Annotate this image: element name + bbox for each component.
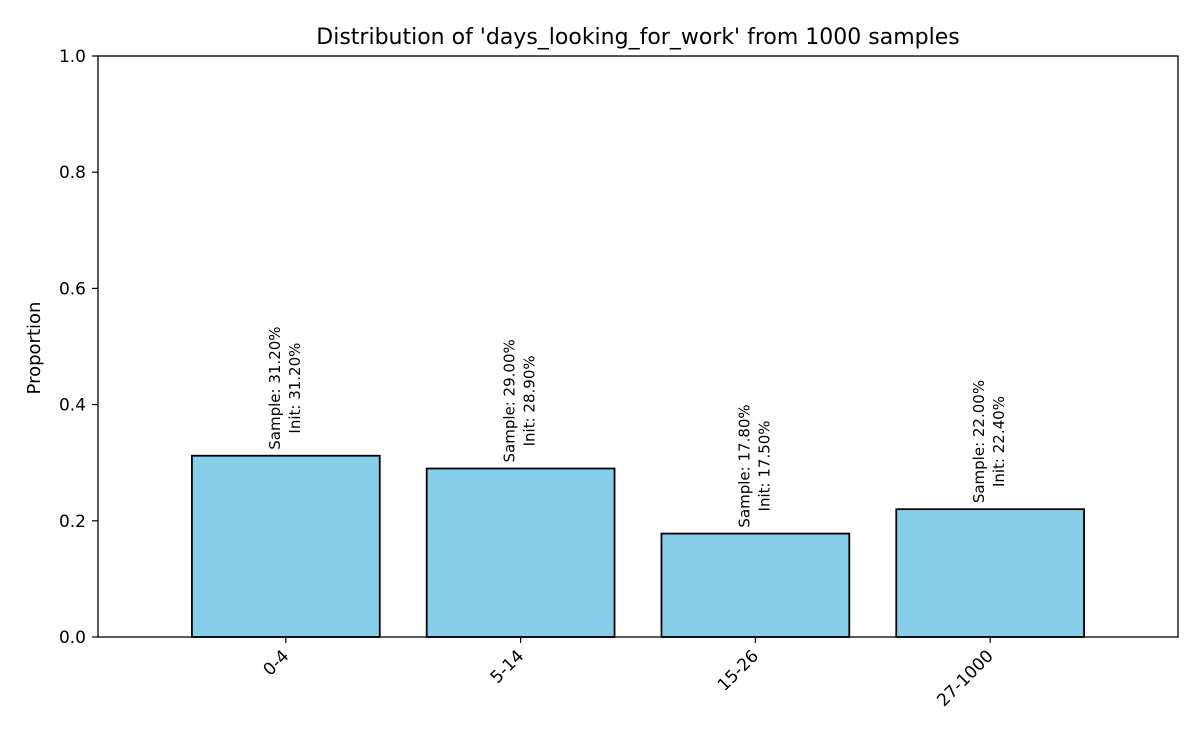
bars [191, 454, 1085, 638]
y-tick-label: 0.8 [59, 163, 86, 183]
bar-sample-label: Sample: 31.20% [266, 326, 284, 449]
bar-value-labels: Sample: 31.20% Init: 31.20% Sample: 29.00%… [266, 326, 1008, 527]
bar-sample-label: Sample: 22.00% [970, 380, 988, 503]
plot-frame [97, 55, 1179, 638]
bar-init-label: Init: 28.90% [521, 355, 539, 446]
bar-init-label: Init: 31.20% [286, 343, 304, 434]
y-tick-label: 0.2 [59, 512, 86, 532]
bar [660, 532, 851, 638]
bar [895, 508, 1085, 638]
y-tick-label: 1.0 [59, 47, 86, 67]
y-tick-label: 0.6 [59, 279, 86, 299]
bar-init-label: Init: 17.50% [755, 420, 773, 511]
bar [425, 467, 616, 638]
y-axis-ticks: 0.0 0.2 0.4 0.6 0.8 1.0 [59, 47, 98, 648]
y-axis-label: Proportion [24, 302, 45, 395]
bar [191, 454, 381, 638]
y-tick-label: 0.4 [59, 396, 86, 416]
bar-sample-label: Sample: 29.00% [501, 339, 519, 462]
bar-sample-label: Sample: 17.80% [735, 404, 753, 527]
y-tick-label: 0.0 [59, 628, 86, 648]
chart-title: Distribution of 'days_looking_for_work' … [316, 25, 959, 50]
bar-init-label: Init: 22.40% [990, 396, 1008, 487]
